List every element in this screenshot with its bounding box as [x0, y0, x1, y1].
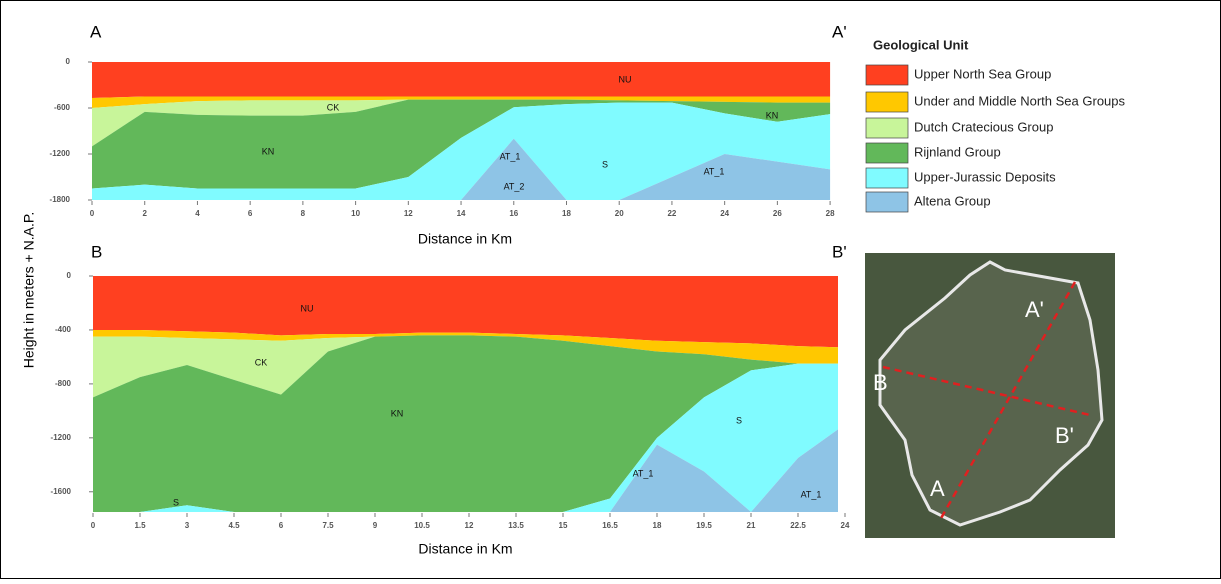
unit-annotation: KN	[391, 408, 404, 418]
x-tick-label: 22	[667, 209, 676, 218]
unit-annotation: AT_1	[704, 166, 725, 176]
map-label: A	[930, 476, 945, 501]
y-tick-label: -600	[54, 103, 71, 112]
map-label: B'	[1055, 423, 1074, 448]
map-label: B	[873, 370, 888, 395]
x-tick-label: 19.5	[696, 521, 712, 530]
x-tick-label: 0	[91, 521, 96, 530]
x-tick-label: 22.5	[790, 521, 806, 530]
section-plot	[92, 62, 830, 200]
x-tick-label: 14	[457, 209, 466, 218]
legend-swatch	[866, 168, 908, 188]
unit-annotation: AT_2	[504, 181, 525, 191]
unit-layer	[92, 62, 830, 98]
unit-annotation: KN	[262, 146, 275, 156]
x-tick-label: 7.5	[322, 521, 334, 530]
y-tick-label: -1200	[50, 149, 71, 158]
x-tick-label: 6	[248, 209, 253, 218]
unit-annotation: CK	[255, 357, 268, 367]
legend-label: Rijnland Group	[914, 144, 1001, 159]
x-tick-label: 12	[404, 209, 413, 218]
x-tick-label: 16.5	[602, 521, 618, 530]
x-tick-label: 24	[720, 209, 729, 218]
y-tick-label: -1800	[50, 195, 71, 204]
y-tick-label: -1600	[51, 487, 72, 496]
unit-annotation: NU	[619, 74, 632, 84]
map: A' B B' A	[865, 253, 1115, 538]
y-tick-label: -800	[55, 379, 72, 388]
map-label: A'	[1025, 297, 1044, 322]
x-tick-label: 2	[142, 209, 147, 218]
x-tick-label: 10.5	[414, 521, 430, 530]
unit-annotation: S	[736, 415, 742, 425]
x-axis-title: Distance in Km	[418, 231, 512, 247]
unit-annotation: NU	[301, 303, 314, 313]
section-start-label: A	[90, 22, 102, 41]
x-tick-label: 16	[509, 209, 518, 218]
x-tick-label: 18	[653, 521, 662, 530]
x-tick-label: 6	[279, 521, 284, 530]
legend-swatch	[866, 65, 908, 85]
legend-label: Under and Middle North Sea Groups	[914, 93, 1126, 108]
legend-label: Altena Group	[914, 193, 991, 208]
legend-swatch	[866, 92, 908, 112]
unit-annotation: KN	[766, 110, 779, 120]
x-tick-label: 15	[559, 521, 568, 530]
unit-annotation: AT_1	[633, 468, 654, 478]
x-tick-label: 20	[615, 209, 624, 218]
x-tick-label: 10	[351, 209, 360, 218]
unit-annotation: S	[173, 497, 179, 507]
y-tick-label: -1200	[51, 433, 72, 442]
legend-swatch	[866, 118, 908, 138]
x-tick-label: 1.5	[134, 521, 146, 530]
x-tick-label: 28	[826, 209, 835, 218]
y-tick-label: 0	[67, 271, 72, 280]
legend-swatch	[866, 143, 908, 163]
section-plot	[93, 276, 845, 512]
section-start-label: B	[91, 242, 102, 261]
legend-swatch	[866, 192, 908, 212]
x-tick-label: 26	[773, 209, 782, 218]
y-tick-label: 0	[66, 57, 71, 66]
x-tick-label: 13.5	[508, 521, 524, 530]
legend-title: Geological Unit	[873, 37, 969, 52]
unit-annotation: AT_1	[801, 489, 822, 499]
x-tick-label: 4.5	[228, 521, 240, 530]
unit-annotation: S	[602, 159, 608, 169]
legend-label: Upper-Jurassic Deposits	[914, 169, 1056, 184]
unit-annotation: CK	[327, 102, 340, 112]
x-axis-title: Distance in Km	[418, 541, 512, 557]
x-tick-label: 4	[195, 209, 200, 218]
x-tick-label: 0	[90, 209, 95, 218]
section-end-label: A'	[832, 22, 847, 41]
x-tick-label: 9	[373, 521, 378, 530]
legend-label: Upper North Sea Group	[914, 66, 1051, 81]
x-tick-label: 3	[185, 521, 190, 530]
x-tick-label: 8	[301, 209, 306, 218]
section-end-label: B'	[832, 242, 847, 261]
unit-annotation: AT_1	[500, 151, 521, 161]
y-axis-title: Height in meters + N.A.P.	[21, 212, 37, 369]
figure: Height in meters + N.A.P. Geological Uni…	[0, 0, 1221, 579]
x-tick-label: 21	[747, 521, 756, 530]
legend-label: Dutch Cratecious Group	[914, 119, 1053, 134]
x-tick-label: 24	[841, 521, 850, 530]
y-tick-label: -400	[55, 325, 72, 334]
x-tick-label: 12	[465, 521, 474, 530]
x-tick-label: 18	[562, 209, 571, 218]
